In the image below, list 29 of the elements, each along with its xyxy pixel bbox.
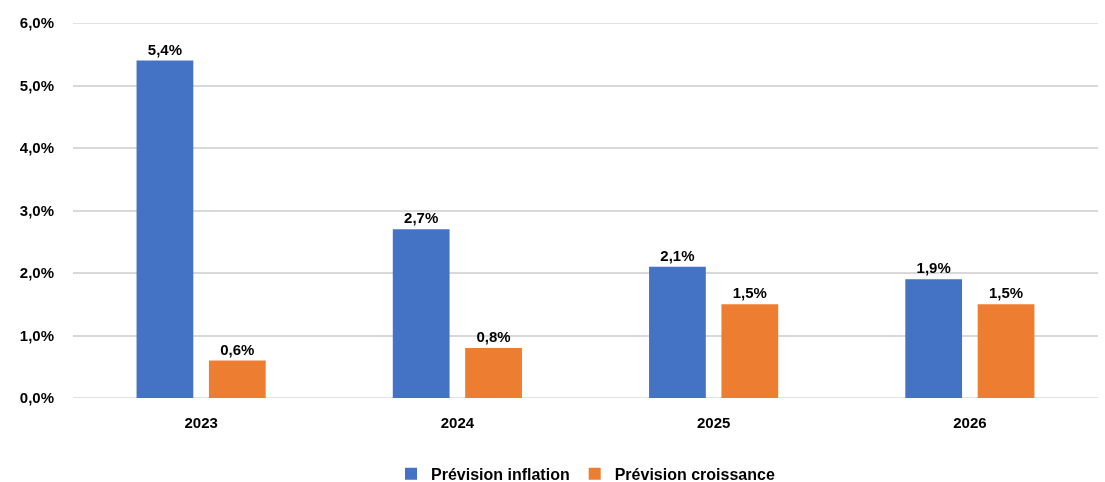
y-tick-label: 6,0% [19, 14, 54, 32]
data-label: 5,4% [147, 40, 183, 58]
y-tick-label: 1,0% [19, 326, 54, 344]
data-label: 1,5% [732, 284, 767, 302]
x-tick-label: 2024 [440, 414, 475, 431]
bar [465, 348, 522, 398]
bar [136, 60, 194, 398]
data-label: 0,8% [476, 328, 511, 345]
y-tick-label: 4,0% [19, 139, 54, 157]
data-label: 2,1% [660, 246, 695, 264]
x-tick-label: 2023 [184, 414, 218, 431]
data-label: 1,5% [988, 284, 1024, 302]
y-tick-label: 3,0% [19, 201, 54, 219]
bar [721, 304, 779, 398]
data-label: 2,7% [404, 209, 439, 227]
legend-label: Prévision inflation [431, 465, 570, 482]
x-tick-label: 2026 [953, 414, 987, 431]
bar [905, 279, 963, 398]
legend-label: Prévision croissance [614, 465, 775, 482]
data-label: 1,9% [916, 259, 951, 277]
y-tick-label: 2,0% [19, 264, 54, 282]
bar [208, 360, 266, 398]
data-label: 0,6% [220, 340, 255, 358]
bar [977, 304, 1035, 398]
y-tick-label: 5,0% [19, 76, 54, 94]
y-tick-label: 0,0% [19, 389, 54, 407]
bar [649, 266, 706, 398]
x-tick-label: 2025 [696, 414, 731, 431]
bar [392, 229, 450, 398]
